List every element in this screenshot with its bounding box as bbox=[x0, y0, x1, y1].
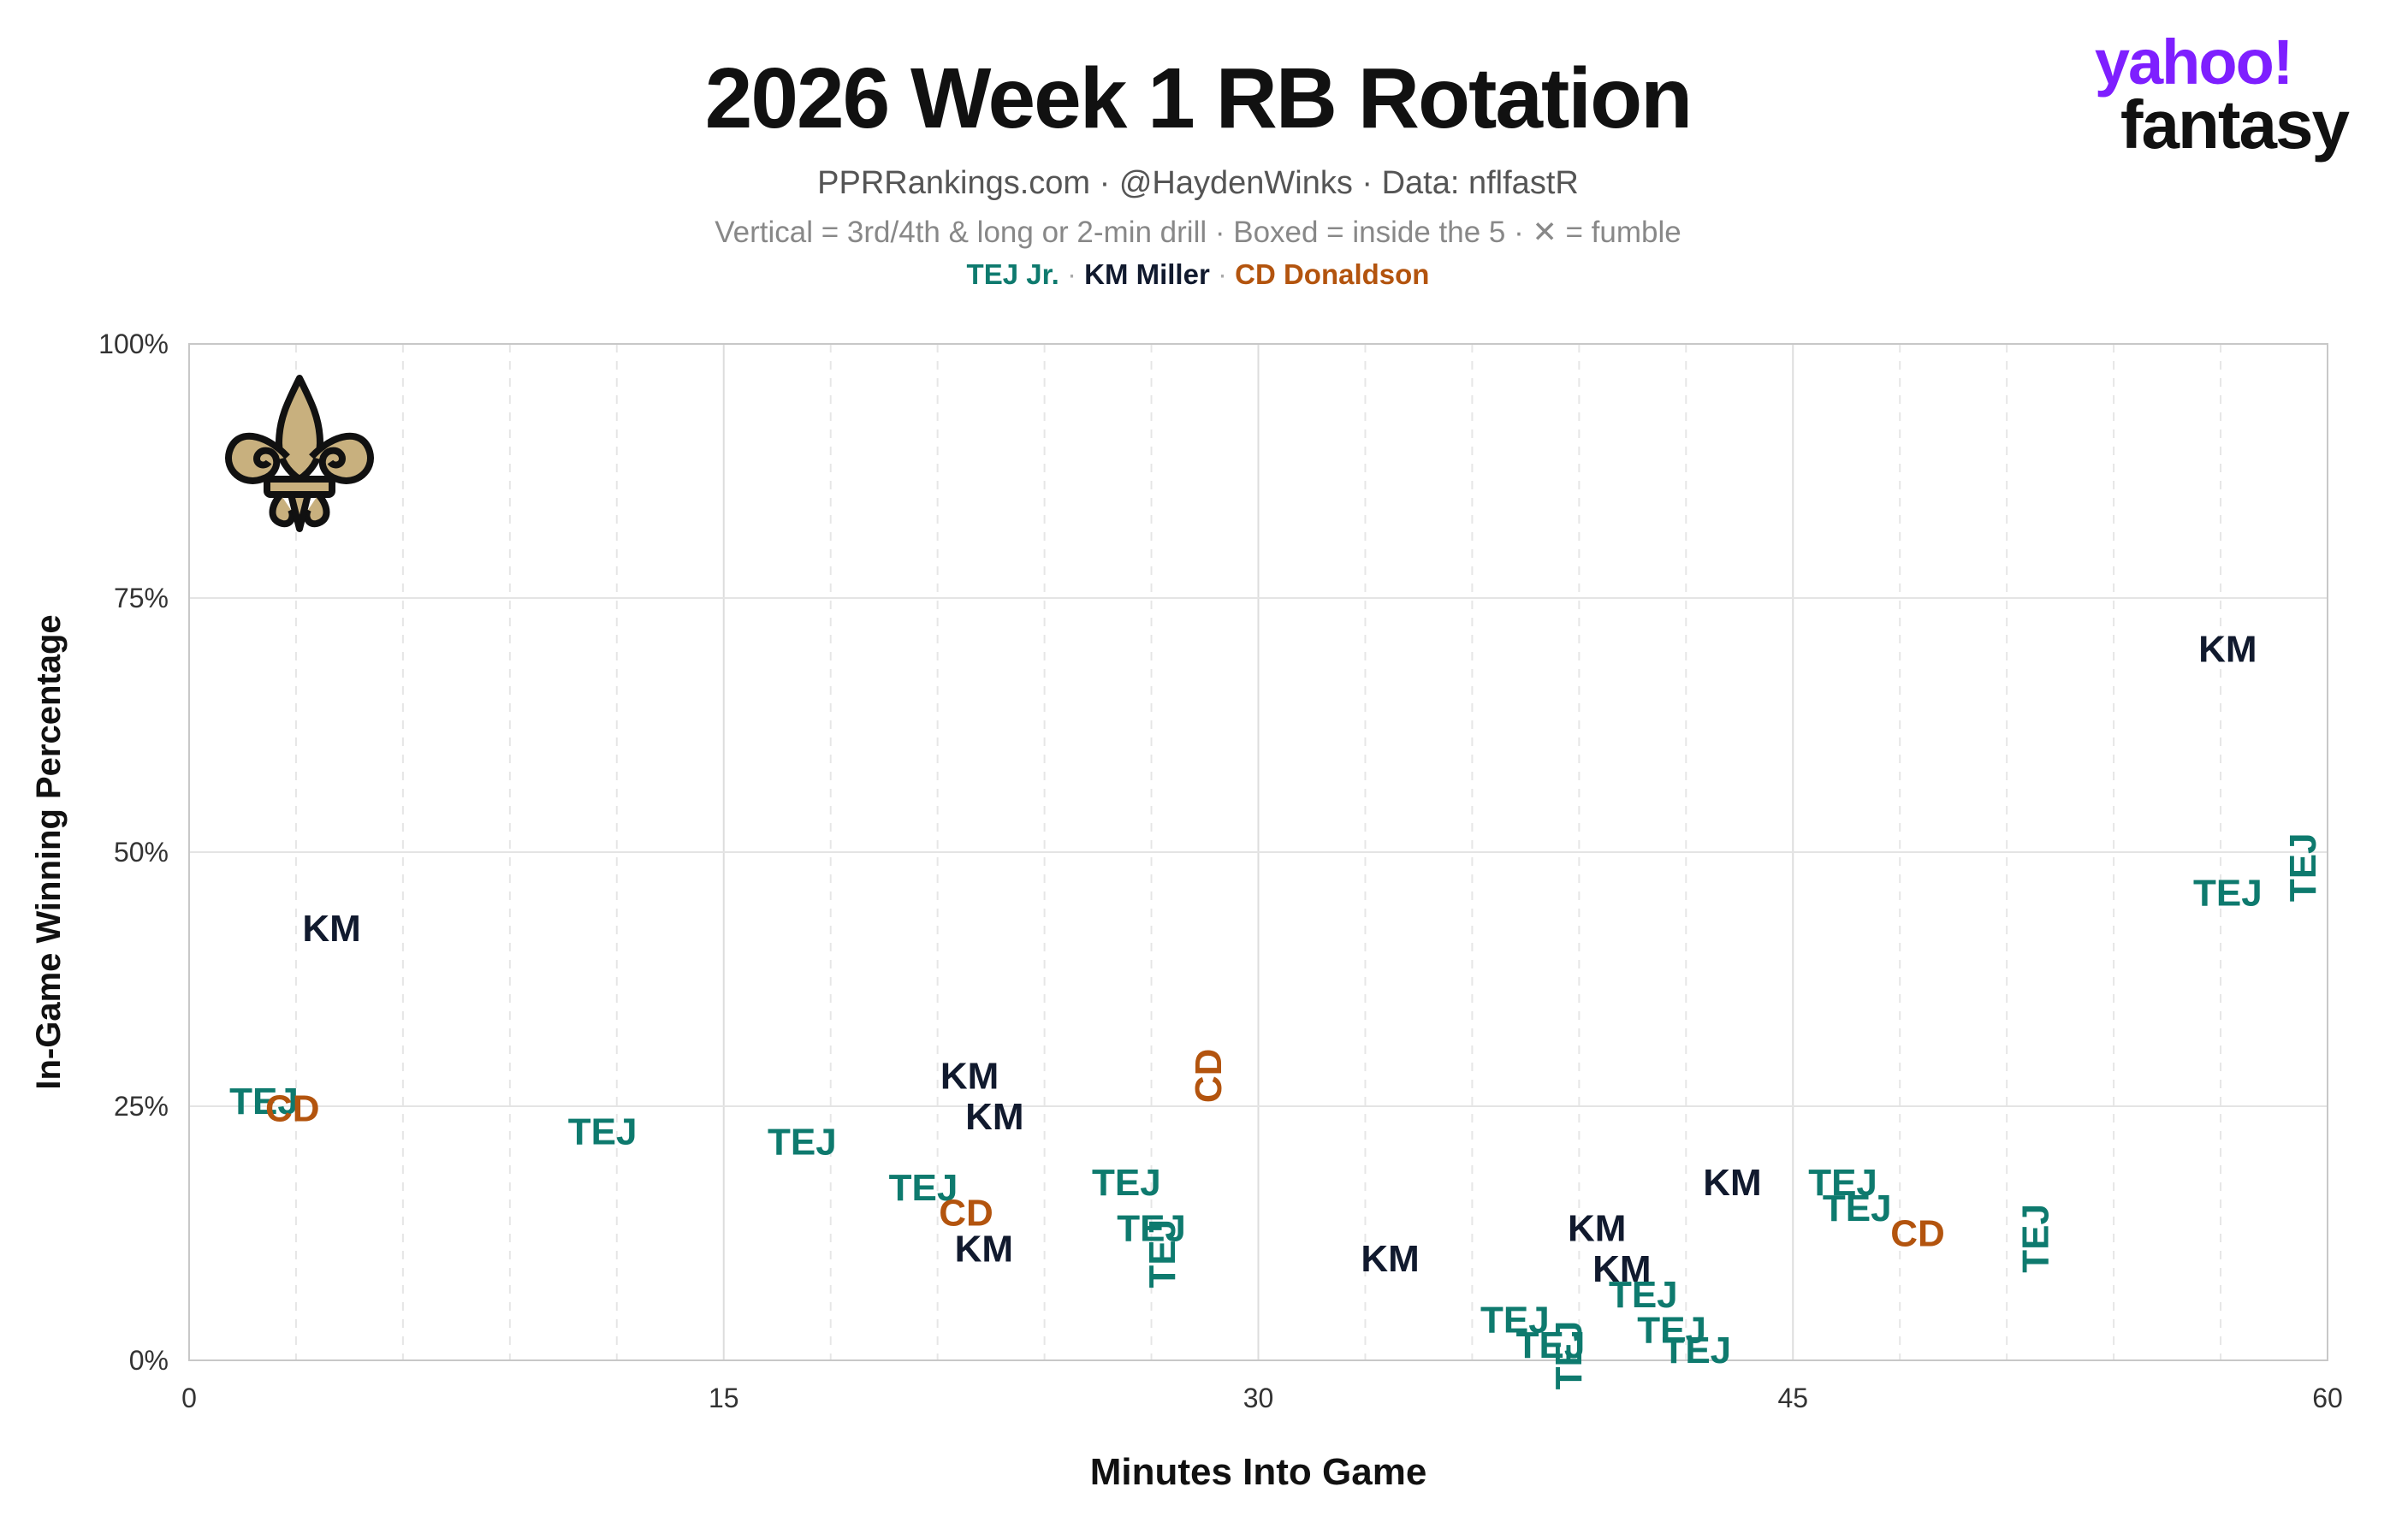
fantasy-wordmark: fantasy bbox=[2120, 86, 2350, 163]
data-point-km: KM bbox=[940, 1055, 999, 1097]
x-tick-label: 30 bbox=[1243, 1383, 1274, 1413]
y-axis-label: In-Game Winning Percentage bbox=[30, 614, 68, 1089]
data-point-cd: CD bbox=[1890, 1213, 1945, 1255]
y-tick-label: 0% bbox=[129, 1345, 169, 1376]
yahoo-fantasy-logo: yahoo! fantasy bbox=[2094, 27, 2350, 163]
data-point-tej: TEJ bbox=[2193, 873, 2263, 915]
data-point-tej: TEJ bbox=[1117, 1208, 1186, 1250]
x-tick-label: 60 bbox=[2312, 1383, 2343, 1413]
data-point-km: KM bbox=[2198, 628, 2257, 670]
x-tick-label: 15 bbox=[709, 1383, 739, 1413]
x-tick-label: 0 bbox=[181, 1383, 197, 1413]
yahoo-wordmark: yahoo! bbox=[2094, 27, 2294, 98]
data-point-km: KM bbox=[955, 1228, 1013, 1270]
data-point-tej: TEJ bbox=[1637, 1309, 1706, 1351]
data-point-tej: TEJ bbox=[1092, 1162, 1161, 1204]
chart-subtitle: PPRRankings.com · @HaydenWinks · Data: n… bbox=[817, 165, 1579, 201]
y-tick-label: 25% bbox=[114, 1091, 169, 1122]
chart-title: 2026 Week 1 RB Rotation bbox=[704, 50, 1693, 146]
data-point-tej: TEJ bbox=[768, 1122, 837, 1164]
legend-item-tej: TEJ Jr. bbox=[966, 258, 1059, 290]
data-point-cd: CD bbox=[939, 1193, 993, 1235]
legend-separator: · bbox=[1066, 258, 1076, 290]
data-point-km: KM bbox=[302, 908, 360, 950]
axes: 0 15 30 45 60 0% 25% 50% 75% 100% Minutes Into Gam… bbox=[30, 329, 2343, 1493]
legend-item-cd: CD Donaldson bbox=[1235, 258, 1430, 290]
data-point-tej: TEJ bbox=[889, 1167, 958, 1209]
data-point-tej: TEJ bbox=[1516, 1324, 1586, 1366]
y-tick-label: 100% bbox=[98, 329, 169, 359]
data-point-tej: TEJ bbox=[1548, 1321, 1590, 1390]
chart-note: Vertical = 3rd/4th & long or 2-min drill… bbox=[715, 216, 1681, 249]
data-point-tej: TEJ bbox=[1480, 1299, 1550, 1341]
legend-item-km: KM Miller bbox=[1084, 258, 1210, 290]
plot-frame bbox=[188, 343, 2328, 1361]
grid bbox=[189, 344, 2328, 1360]
data-point-tej: TEJ bbox=[1609, 1274, 1678, 1316]
data-point-tej: TEJ bbox=[1142, 1219, 1183, 1288]
data-point-km: KM bbox=[1703, 1162, 1761, 1204]
legend: TEJ Jr. · KM Miller · CD Donaldson bbox=[0, 258, 2396, 291]
y-tick-label: 75% bbox=[114, 583, 169, 613]
data-point-tej: TEJ bbox=[1662, 1330, 1731, 1371]
data-point-km: KM bbox=[1592, 1248, 1651, 1290]
data-point-tej: TEJ bbox=[2282, 832, 2324, 902]
data-point-tej: TEJ bbox=[1823, 1188, 1892, 1229]
data-point-tej: TEJ bbox=[229, 1081, 299, 1122]
data-point-tej: TEJ bbox=[1808, 1162, 1877, 1204]
data-point-tej: TEJ bbox=[568, 1111, 638, 1153]
data-point-cd: CD bbox=[1188, 1049, 1230, 1104]
x-tick-label: 45 bbox=[1777, 1383, 1808, 1413]
data-point-km: KM bbox=[965, 1096, 1023, 1138]
legend-separator: · bbox=[1217, 258, 1227, 290]
data-point-tej: TEJ bbox=[2014, 1204, 2056, 1273]
data-point-km: KM bbox=[1361, 1238, 1419, 1280]
y-tick-label: 50% bbox=[114, 837, 169, 868]
data-point-km: KM bbox=[1568, 1208, 1626, 1250]
saints-fleur-de-lis-icon bbox=[225, 375, 374, 532]
data-point-cd: CD bbox=[265, 1087, 320, 1129]
x-axis-label: Minutes Into Game bbox=[1090, 1451, 1427, 1493]
